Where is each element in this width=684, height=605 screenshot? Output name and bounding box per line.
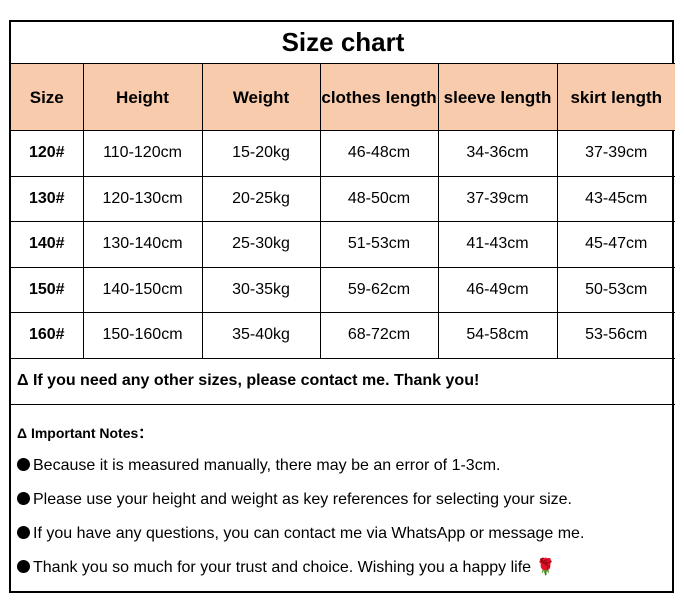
table-cell: 54-58cm [437, 312, 558, 359]
size-chart: Size chart Size Height Weight clothes lengt… [9, 20, 676, 593]
table-cell: 41-43cm [437, 221, 558, 268]
table-cell: 43-45cm [556, 175, 676, 222]
column-header: Height [82, 63, 203, 131]
notes-heading: Δ Important Notes： [17, 424, 153, 441]
table-cell: 130-140cm [82, 221, 203, 268]
table-cell: 68-72cm [319, 312, 439, 359]
table-cell: 37-39cm [556, 130, 676, 177]
table-cell: 34-36cm [437, 130, 558, 177]
table-cell: 20-25kg [201, 175, 321, 222]
header-row: Size Height Weight clothes length sleeve len… [11, 63, 676, 131]
size-table: Size chart Size Height Weight clothes lengt… [11, 22, 676, 405]
table-cell: 30-35kg [201, 266, 321, 313]
note-text: Because it is measured manually, there m… [33, 456, 501, 474]
table-cell: 140-150cm [82, 266, 203, 313]
table-cell: 140# [11, 221, 84, 268]
column-header: Weight [201, 63, 321, 131]
column-header: sleeve length [437, 63, 558, 131]
table-cell: 120# [11, 130, 84, 177]
bullet-icon [17, 457, 30, 471]
column-header: Size [11, 63, 84, 131]
table-cell: 25-30kg [201, 221, 321, 268]
table-cell: 53-56cm [556, 312, 676, 359]
table-cell: 45-47cm [556, 221, 676, 268]
table-cell: 130# [11, 175, 84, 222]
table-row: 130# 120-130cm 20-25kg 48-50cm 37-39cm 43-45c… [11, 175, 676, 222]
table-row: 150# 140-150cm 30-35kg 59-62cm 46-49cm 50-53c… [11, 266, 676, 313]
table-cell: 150-160cm [82, 312, 203, 359]
table-cell: 37-39cm [437, 175, 558, 222]
table-cell: 59-62cm [319, 266, 439, 313]
important-notes: Δ Important Notes： Because it is measure… [11, 405, 672, 591]
table-cell: 48-50cm [319, 175, 439, 222]
table-cell: 160# [11, 312, 84, 359]
contact-note: Δ If you need any other sizes, please co… [11, 357, 676, 405]
table-cell: 110-120cm [82, 130, 203, 177]
table-row: 120# 110-120cm 15-20kg 46-48cm 34-36cm 37-39c… [11, 130, 676, 177]
table-cell: 46-49cm [437, 266, 558, 313]
table-cell: 35-40kg [201, 312, 321, 359]
column-header: skirt length [556, 63, 676, 131]
table-cell: 120-130cm [82, 175, 203, 222]
page-title: Size chart [11, 22, 676, 64]
table-cell: 15-20kg [201, 130, 321, 177]
table-cell: 46-48cm [319, 130, 439, 177]
bullet-icon [17, 491, 30, 505]
bullet-icon [17, 525, 30, 539]
note-item: Thank you so much for your trust and cho… [17, 557, 672, 591]
note-text: Thank you so much for your trust and cho… [33, 558, 556, 576]
table-cell: 150# [11, 266, 84, 313]
note-text: If you have any questions, you can conta… [33, 524, 585, 542]
table-cell: 50-53cm [556, 266, 676, 313]
note-item: Because it is measured manually, there m… [17, 455, 672, 489]
table-cell: 51-53cm [319, 221, 439, 268]
note-item: Please use your height and weight as key… [17, 489, 672, 523]
note-item: If you have any questions, you can conta… [17, 523, 672, 557]
table-row: 140# 130-140cm 25-30kg 51-53cm 41-43cm 45-47c… [11, 221, 676, 268]
bullet-icon [17, 559, 30, 573]
column-header: clothes length [319, 63, 439, 131]
note-text: Please use your height and weight as key… [33, 490, 572, 508]
table-row: 160# 150-160cm 35-40kg 68-72cm 54-58cm 53-56c… [11, 312, 676, 359]
